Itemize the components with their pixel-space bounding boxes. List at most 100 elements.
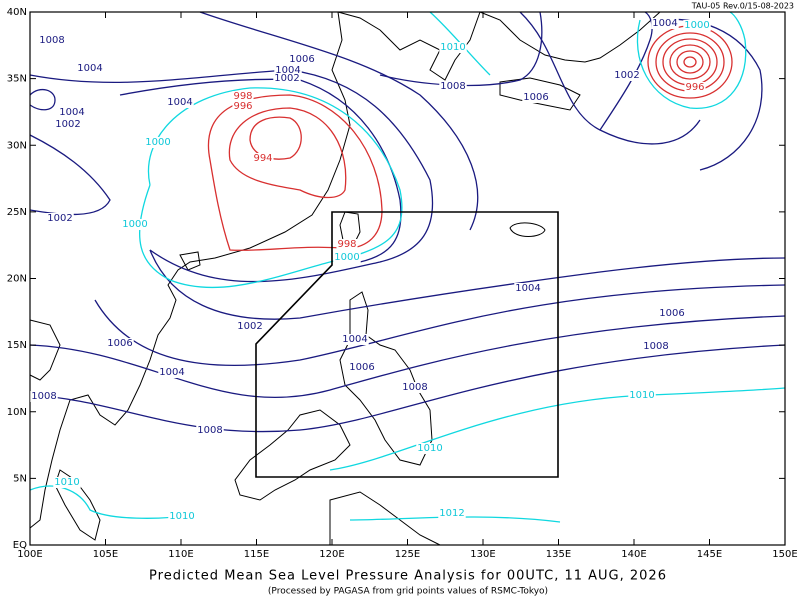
lat-label: 35N bbox=[7, 74, 27, 85]
isobar-label: 1004 bbox=[59, 107, 84, 118]
map-subtitle: (Processed by PAGASA from grid points va… bbox=[268, 587, 548, 597]
isobar-label-bg bbox=[236, 321, 264, 332]
isobar-label: 998 bbox=[337, 239, 356, 250]
isobar-label-bg bbox=[522, 92, 550, 103]
isobar-label: 1000 bbox=[684, 20, 709, 31]
lon-label: 135E bbox=[546, 549, 571, 560]
isobar-label-bg bbox=[196, 425, 224, 436]
isobar-label-bg bbox=[46, 213, 74, 224]
frame-ticks bbox=[29, 11, 786, 546]
isobar-label: 1002 bbox=[274, 73, 299, 84]
isobar-label-bg bbox=[232, 91, 254, 102]
isobar-label-bg bbox=[58, 107, 86, 118]
isobar-label-bg bbox=[613, 70, 641, 81]
isobar-label: 1006 bbox=[523, 92, 548, 103]
lat-label: 30N bbox=[7, 140, 27, 151]
lon-label: 120E bbox=[319, 549, 344, 560]
lon-label: 140E bbox=[621, 549, 646, 560]
isobar-label: 1010 bbox=[629, 390, 654, 401]
isobar-label: 1006 bbox=[107, 338, 132, 349]
isobar-label: 998 bbox=[233, 91, 252, 102]
isobar-label-bg bbox=[121, 219, 149, 230]
isobar-label: 1008 bbox=[440, 81, 465, 92]
isobar-label-bg bbox=[628, 390, 656, 401]
isobar-label-bg bbox=[658, 308, 686, 319]
isobar-label-bg bbox=[168, 511, 196, 522]
isobar-label: 1012 bbox=[439, 508, 464, 519]
isobar-label-bg bbox=[439, 81, 467, 92]
isobar-label: 996 bbox=[233, 101, 252, 112]
par-boundary bbox=[255, 211, 559, 478]
lon-label: 130E bbox=[470, 549, 495, 560]
isobar-label-bg bbox=[38, 35, 66, 46]
lon-label: 150E bbox=[772, 549, 797, 560]
isobar-label-bg bbox=[53, 477, 81, 488]
isobar-label-bg bbox=[158, 367, 186, 378]
isobar-label: 1008 bbox=[643, 341, 668, 352]
isobar-label: 1008 bbox=[197, 425, 222, 436]
lat-label: 15N bbox=[7, 340, 27, 351]
isobar-label-bg bbox=[288, 54, 316, 65]
lon-label: 115E bbox=[244, 549, 269, 560]
isobar-label-bg bbox=[273, 73, 301, 84]
isobar-label: 1010 bbox=[54, 477, 79, 488]
isobar-label: 1004 bbox=[77, 63, 102, 74]
isobar-label: 1010 bbox=[169, 511, 194, 522]
isobar-label-bg bbox=[333, 252, 361, 263]
isobar-label: 1004 bbox=[275, 65, 300, 76]
lat-label: 20N bbox=[7, 274, 27, 285]
isobar-label: 1000 bbox=[122, 219, 147, 230]
lon-label: 105E bbox=[93, 549, 118, 560]
isobar-label: 1004 bbox=[342, 334, 367, 345]
isobar-label-bg bbox=[252, 153, 274, 164]
isobar-label: 1006 bbox=[349, 362, 374, 373]
isobar-label: 1004 bbox=[652, 18, 677, 29]
map-title: Predicted Mean Sea Level Pressure Analys… bbox=[149, 569, 667, 584]
isobar-label: 1002 bbox=[55, 119, 80, 130]
isobar-label-bg bbox=[514, 283, 542, 294]
isobar-label-bg bbox=[439, 42, 467, 53]
lon-label: 100E bbox=[17, 549, 42, 560]
isobar-label-bg bbox=[274, 65, 302, 76]
isobar-label-bg bbox=[166, 97, 194, 108]
isobar-label: 994 bbox=[253, 153, 272, 164]
isobar-label-bg bbox=[438, 508, 466, 519]
isobar-label-bg bbox=[30, 391, 58, 402]
isobar-label-bg bbox=[683, 20, 711, 31]
isobar-label: 1010 bbox=[440, 42, 465, 53]
lon-label: 125E bbox=[395, 549, 420, 560]
lon-label: 110E bbox=[168, 549, 193, 560]
lat-label: 10N bbox=[7, 407, 27, 418]
isobar-label: 1002 bbox=[237, 321, 262, 332]
isobar-label: 1008 bbox=[39, 35, 64, 46]
isobar-label: 1006 bbox=[289, 54, 314, 65]
isobar-label: 1008 bbox=[31, 391, 56, 402]
isobar-label-bg bbox=[416, 443, 444, 454]
isobar-label-bg bbox=[76, 63, 104, 74]
isobar-label: 1000 bbox=[145, 137, 170, 148]
isobar-label-bg bbox=[54, 119, 82, 130]
revision: TAU-05 Rev.0/15-08-2023 bbox=[691, 2, 794, 11]
isobar-label-bg bbox=[232, 101, 254, 112]
isobar-label: 1006 bbox=[659, 308, 684, 319]
isobar-label: 1002 bbox=[614, 70, 639, 81]
isobar-label-bg bbox=[651, 18, 679, 29]
isobar-label-bg bbox=[336, 239, 358, 250]
isobar-label: 1008 bbox=[402, 382, 427, 393]
isobar-label-bg bbox=[642, 341, 670, 352]
lat-label: 40N bbox=[7, 7, 27, 18]
isobar-label: 1000 bbox=[334, 252, 359, 263]
isobar-label-bg bbox=[106, 338, 134, 349]
isobar-label-bg bbox=[401, 382, 429, 393]
lat-label: 25N bbox=[7, 207, 27, 218]
isobar-label-bg bbox=[144, 137, 172, 148]
isobar-label: 1004 bbox=[167, 97, 192, 108]
lat-label: EQ bbox=[13, 540, 27, 551]
isobar-label-bg bbox=[348, 362, 376, 373]
lat-label: 5N bbox=[13, 473, 27, 484]
isobar-label: 996 bbox=[685, 82, 704, 93]
isobar-label: 1010 bbox=[417, 443, 442, 454]
